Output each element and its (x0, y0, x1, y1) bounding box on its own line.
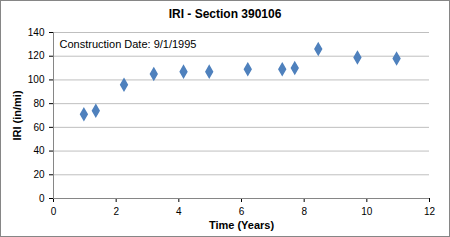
svg-text:100: 100 (28, 74, 45, 85)
svg-text:12: 12 (424, 206, 436, 217)
svg-text:20: 20 (33, 169, 45, 180)
svg-text:120: 120 (28, 50, 45, 61)
svg-text:2: 2 (113, 206, 119, 217)
svg-text:0: 0 (39, 193, 45, 204)
svg-text:140: 140 (28, 27, 45, 38)
svg-text:8: 8 (301, 206, 307, 217)
svg-text:0: 0 (51, 206, 57, 217)
svg-text:60: 60 (33, 122, 45, 133)
svg-text:6: 6 (239, 206, 245, 217)
svg-text:40: 40 (33, 145, 45, 156)
svg-text:10: 10 (361, 206, 373, 217)
svg-text:Time (Years): Time (Years) (209, 219, 275, 231)
svg-text:IRI (in/mi): IRI (in/mi) (11, 90, 23, 140)
svg-text:80: 80 (33, 98, 45, 109)
svg-text:Construction Date: 9/1/1995: Construction Date: 9/1/1995 (60, 38, 197, 50)
html-text:IRI - Section 390106: IRI - Section 390106 (168, 7, 282, 21)
svg-text:4: 4 (176, 206, 182, 217)
